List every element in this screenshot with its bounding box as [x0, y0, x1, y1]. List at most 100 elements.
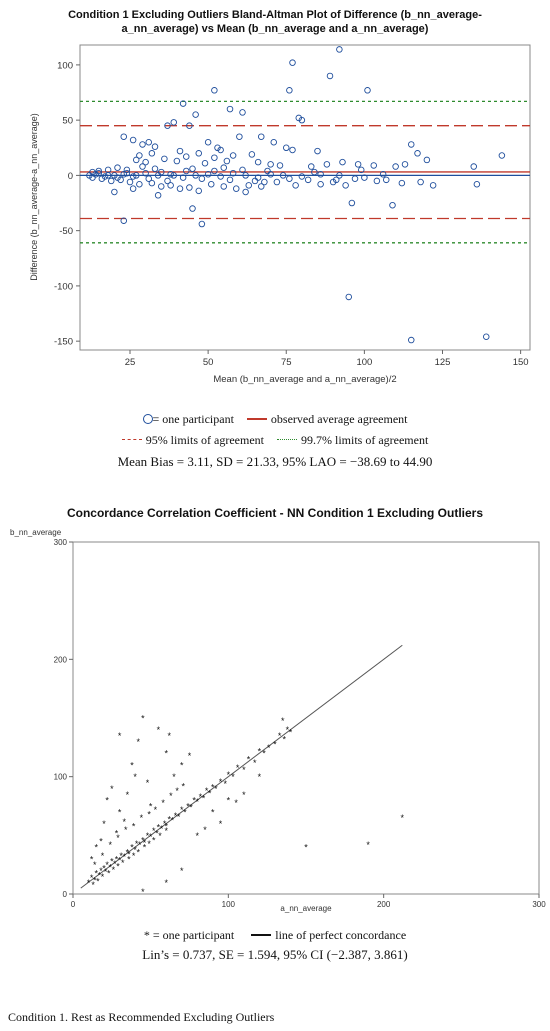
chart2-point: *	[136, 847, 140, 857]
chart2-point: *	[95, 868, 99, 878]
chart1-point	[429, 182, 437, 189]
chart2-point: *	[253, 758, 257, 768]
chart2-point: *	[123, 852, 127, 862]
chart1-point	[176, 185, 184, 192]
chart1-point	[120, 171, 127, 178]
chart2-point: *	[247, 755, 251, 765]
chart2-point: *	[196, 797, 200, 807]
chart1-point	[145, 175, 152, 182]
bland-altman-chart: 25 50 75 100 125 150 -150 -100 -50 0 50 100 Mean (…	[29, 44, 531, 385]
legend-99-limits-text: 99.7% limits of agreement	[301, 433, 429, 447]
chart1-point	[401, 161, 409, 168]
chart1-point	[217, 146, 224, 154]
chart1-point	[136, 180, 143, 188]
legend-dotted-green-line	[277, 439, 297, 441]
chart1-point	[192, 111, 199, 118]
chart1-point	[129, 185, 137, 192]
chart2-point: *	[133, 772, 137, 782]
chart1-point	[354, 161, 362, 168]
chart2-point: *	[127, 850, 131, 860]
chart2-point: *	[136, 737, 140, 747]
chart2-point: *	[205, 786, 209, 796]
chart1-x-tick-label: 25	[125, 357, 136, 368]
chart2-point: *	[157, 725, 161, 735]
chart2-point: *	[164, 878, 168, 888]
chart2-point: *	[182, 782, 186, 792]
chart1-point	[182, 153, 190, 160]
chart1-point	[289, 146, 296, 154]
chart2-point: *	[168, 814, 172, 824]
chart1-point	[373, 177, 381, 185]
chart2-point: *	[219, 777, 223, 787]
chart1-point	[232, 185, 240, 192]
chart2-x-tick-label: 100	[222, 900, 236, 909]
chart2-point: *	[138, 840, 142, 850]
chart1-point	[473, 180, 481, 188]
legend-participant-text: = one participant	[152, 412, 234, 426]
chart1-point	[345, 293, 353, 301]
chart2-point: *	[219, 819, 223, 829]
chart1-point	[279, 172, 287, 179]
chart2-point: *	[109, 863, 113, 873]
chart1-point	[139, 141, 146, 148]
chart1-point	[211, 154, 218, 161]
chart1-point	[123, 166, 131, 174]
chart1-point	[251, 177, 259, 185]
chart1-point	[470, 163, 478, 170]
chart1-point	[286, 175, 293, 182]
chart1-stats: Mean Bias = 3.11, SD = 21.33, 95% LAO = …	[117, 454, 433, 469]
chart1-point	[264, 167, 271, 175]
chart1-point	[370, 162, 378, 169]
chart2-point: *	[160, 824, 164, 834]
chart1-point	[157, 168, 165, 176]
legend-95-limits-text: 95% limits of agreement	[145, 433, 264, 447]
chart1-point	[276, 162, 284, 169]
chart2-y-ticks: 0 100 200 300	[54, 538, 73, 899]
chart1-legend-row2: 95% limits of agreement 99.7% limits of …	[0, 433, 550, 448]
chart2-point: *	[90, 854, 94, 864]
chart2-point: *	[130, 760, 134, 770]
chart2-point: *	[199, 792, 203, 802]
chart2-x-ticks: 0 100 200 300	[71, 894, 546, 909]
chart2-point: *	[115, 854, 119, 864]
chart1-legend-row1: = one participant observed average agree…	[0, 412, 550, 427]
chart1-point	[148, 150, 156, 157]
chart2-point: *	[143, 838, 147, 848]
chart2-point: *	[96, 877, 100, 887]
chart1-point	[336, 46, 343, 53]
chart1-point	[229, 152, 237, 159]
chart2-point: *	[118, 855, 122, 865]
chart2-point: *	[175, 786, 179, 796]
chart2-point: *	[132, 851, 136, 861]
chart2-point: *	[192, 796, 196, 806]
chart2-point: *	[107, 868, 111, 878]
chart2-point: *	[163, 819, 167, 829]
chart1-x-tick-label: 125	[435, 357, 451, 368]
chart1-point	[173, 157, 181, 165]
chart2-point: *	[118, 731, 122, 741]
chart2-point: *	[236, 763, 240, 773]
chart1-point	[189, 165, 196, 173]
chart1-point	[298, 116, 306, 124]
chart1-point	[383, 176, 390, 184]
chart2-point: *	[102, 819, 106, 829]
chart2-point: *	[161, 798, 165, 808]
chart1-point	[258, 183, 265, 190]
chart1-point	[408, 336, 415, 344]
chart1-point	[223, 157, 231, 165]
chart2-point: *	[109, 840, 113, 850]
chart1-point	[176, 147, 184, 155]
chart2-point: *	[127, 854, 131, 864]
chart2-point: *	[99, 866, 103, 876]
legend-dashed-red-line	[121, 439, 142, 441]
chart1-point	[220, 183, 227, 190]
chart1-point	[204, 171, 212, 178]
chart1-plot-frame	[79, 44, 531, 351]
chart2-point: *	[177, 812, 181, 822]
chart1-point	[151, 143, 159, 150]
chart1-x-tick-label: 75	[281, 357, 292, 368]
chart2-point: *	[124, 825, 128, 835]
figure-caption: Condition 1. Rest as Recommended Excludi…	[8, 1010, 275, 1024]
chart1-point	[129, 136, 137, 144]
chart1-point	[389, 201, 396, 209]
